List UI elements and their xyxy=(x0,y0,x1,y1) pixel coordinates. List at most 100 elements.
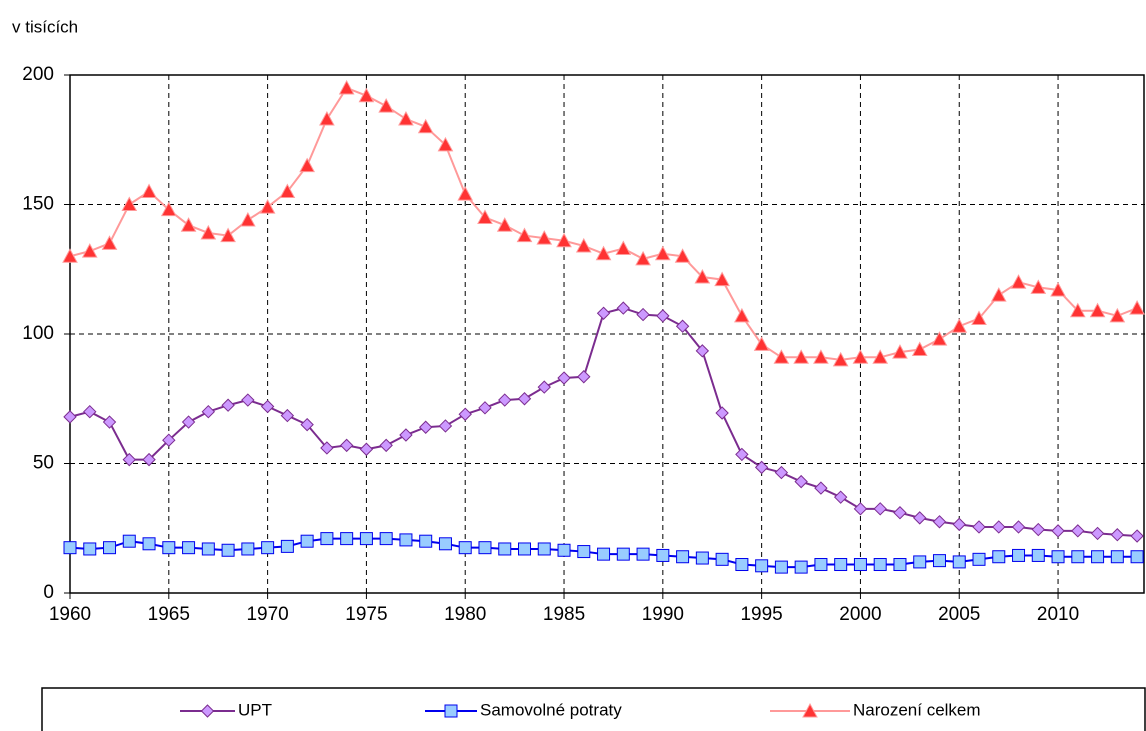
data-point xyxy=(319,110,335,126)
x-tick-label: 2010 xyxy=(1037,604,1079,625)
data-point xyxy=(992,550,1006,564)
data-point xyxy=(773,349,790,364)
data-point xyxy=(1130,529,1144,543)
data-point xyxy=(160,201,177,217)
data-point xyxy=(81,243,98,258)
data-point xyxy=(63,541,77,555)
data-point xyxy=(83,542,97,556)
legend-marker xyxy=(802,702,818,718)
data-point xyxy=(62,248,78,263)
data-point xyxy=(893,558,907,572)
data-point xyxy=(1069,302,1086,318)
data-point xyxy=(615,240,632,256)
plot-frame xyxy=(69,74,1145,594)
data-point xyxy=(892,344,908,359)
data-point xyxy=(1110,550,1124,564)
y-tick-label: 200 xyxy=(22,64,54,85)
data-point xyxy=(358,87,375,103)
data-point xyxy=(714,271,730,287)
data-point xyxy=(339,438,354,453)
data-point xyxy=(379,532,393,546)
data-point xyxy=(753,336,770,351)
y-tick-label: 0 xyxy=(43,582,54,603)
data-point xyxy=(1051,550,1065,564)
legend-marker xyxy=(444,704,458,718)
series-line xyxy=(69,307,1138,538)
data-point xyxy=(101,235,118,250)
data-point xyxy=(537,542,551,556)
data-point xyxy=(952,555,966,569)
data-point xyxy=(597,547,611,561)
x-tick-label: 2000 xyxy=(839,604,881,625)
data-point xyxy=(201,542,215,556)
data-point xyxy=(142,537,156,551)
data-point xyxy=(181,415,196,429)
data-point xyxy=(575,237,592,253)
data-point xyxy=(1011,520,1026,534)
data-point xyxy=(972,552,986,566)
data-point xyxy=(951,318,968,333)
data-point xyxy=(280,408,295,423)
data-point xyxy=(616,301,631,315)
data-point xyxy=(834,558,848,572)
data-point xyxy=(320,441,334,455)
data-point xyxy=(873,502,887,516)
data-point xyxy=(1051,524,1065,538)
data-point xyxy=(596,306,611,320)
y-tick-label: 150 xyxy=(22,194,54,215)
data-point xyxy=(221,543,235,557)
data-point xyxy=(537,380,551,394)
data-point xyxy=(517,392,532,406)
data-point xyxy=(577,370,591,384)
data-point xyxy=(518,542,532,556)
legend-marker xyxy=(200,704,215,718)
data-point xyxy=(457,186,474,201)
data-point xyxy=(1030,279,1047,294)
data-point xyxy=(162,433,176,447)
data-point xyxy=(417,118,434,134)
x-tick-label: 1990 xyxy=(642,604,684,625)
data-point xyxy=(971,310,987,325)
data-point xyxy=(616,547,630,561)
data-point xyxy=(121,196,138,211)
data-point xyxy=(259,199,276,214)
data-point xyxy=(240,211,256,227)
data-point xyxy=(932,515,947,529)
data-point xyxy=(813,349,829,364)
legend-label: UPT xyxy=(238,700,272,719)
data-point xyxy=(1109,307,1126,323)
data-point xyxy=(832,351,849,367)
data-point xyxy=(1089,302,1106,318)
data-point xyxy=(478,541,492,555)
data-point xyxy=(735,558,749,572)
data-point xyxy=(913,511,927,525)
x-tick-label: 1995 xyxy=(740,604,782,625)
x-tick-label: 1975 xyxy=(345,604,387,625)
data-point xyxy=(280,539,294,553)
data-point xyxy=(536,230,553,245)
data-point xyxy=(872,349,889,364)
data-point xyxy=(498,393,512,407)
data-point xyxy=(833,490,848,504)
data-point xyxy=(498,542,512,556)
data-point xyxy=(556,232,572,248)
data-point xyxy=(102,415,117,429)
data-point xyxy=(1012,548,1026,562)
data-point xyxy=(496,217,513,232)
data-point xyxy=(734,307,750,323)
data-point xyxy=(438,419,453,433)
data-point xyxy=(636,547,650,561)
data-point xyxy=(1091,550,1105,564)
y-tick-label: 100 xyxy=(22,323,54,344)
data-point xyxy=(675,319,690,333)
data-point xyxy=(1010,274,1027,289)
data-point xyxy=(774,465,789,480)
x-tick-label: 1960 xyxy=(49,604,91,625)
data-point xyxy=(694,268,711,284)
data-point xyxy=(438,537,452,551)
data-point xyxy=(1110,528,1125,542)
data-point xyxy=(300,534,314,548)
data-point xyxy=(1129,300,1145,315)
data-point xyxy=(852,349,869,364)
data-point xyxy=(458,407,472,421)
